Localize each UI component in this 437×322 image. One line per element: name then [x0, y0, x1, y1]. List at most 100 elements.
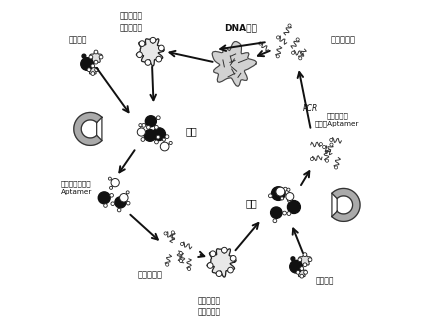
Circle shape — [334, 166, 338, 169]
Text: 免疫磁珠: 免疫磁珠 — [316, 276, 334, 285]
Circle shape — [115, 197, 126, 208]
Circle shape — [156, 135, 160, 139]
Circle shape — [296, 38, 299, 41]
Text: PCR: PCR — [303, 104, 318, 113]
Polygon shape — [88, 65, 97, 74]
Text: 免疫磁珠: 免疫磁珠 — [68, 36, 87, 45]
Polygon shape — [136, 39, 164, 66]
Text: 磁分离去不
结合的Aptamer: 磁分离去不 结合的Aptamer — [315, 112, 360, 127]
Circle shape — [160, 142, 169, 151]
Circle shape — [81, 58, 94, 70]
Circle shape — [286, 193, 294, 201]
Circle shape — [126, 191, 129, 194]
Circle shape — [108, 177, 111, 180]
Circle shape — [87, 68, 91, 71]
Circle shape — [288, 24, 291, 27]
Circle shape — [300, 267, 304, 270]
Circle shape — [230, 255, 236, 261]
Text: 磁分离去结合的
Aptamer: 磁分离去结合的 Aptamer — [61, 180, 93, 194]
Circle shape — [281, 197, 284, 200]
Circle shape — [303, 263, 307, 267]
Text: 负筛: 负筛 — [185, 126, 197, 136]
Circle shape — [329, 138, 333, 142]
Circle shape — [94, 60, 98, 64]
Circle shape — [146, 116, 156, 127]
Circle shape — [89, 55, 93, 59]
Circle shape — [156, 116, 160, 120]
Text: DNA文库: DNA文库 — [224, 23, 257, 32]
Circle shape — [155, 140, 158, 144]
Circle shape — [304, 270, 308, 274]
Circle shape — [110, 186, 113, 189]
Circle shape — [104, 204, 108, 207]
Circle shape — [277, 36, 280, 39]
Circle shape — [156, 56, 162, 62]
Circle shape — [330, 143, 333, 146]
Circle shape — [137, 128, 146, 136]
Polygon shape — [299, 253, 311, 265]
Polygon shape — [90, 51, 102, 62]
Circle shape — [137, 52, 142, 58]
Circle shape — [120, 194, 128, 202]
Circle shape — [139, 124, 142, 127]
Circle shape — [288, 198, 291, 202]
Circle shape — [228, 267, 233, 273]
Circle shape — [164, 232, 167, 235]
Polygon shape — [332, 188, 360, 222]
Circle shape — [326, 159, 329, 162]
Circle shape — [283, 187, 287, 191]
Circle shape — [91, 71, 95, 75]
Circle shape — [298, 57, 302, 60]
Polygon shape — [297, 267, 307, 277]
Text: 正筛: 正筛 — [246, 198, 257, 208]
Circle shape — [271, 187, 285, 200]
Circle shape — [271, 207, 282, 218]
Circle shape — [222, 247, 227, 253]
Circle shape — [154, 126, 158, 129]
Circle shape — [276, 55, 279, 58]
Circle shape — [216, 271, 222, 277]
Circle shape — [296, 270, 300, 274]
Circle shape — [323, 146, 326, 149]
Circle shape — [162, 138, 166, 141]
Circle shape — [145, 60, 151, 65]
Circle shape — [283, 211, 286, 215]
Circle shape — [111, 178, 119, 187]
Circle shape — [117, 208, 121, 212]
Circle shape — [146, 126, 150, 129]
Circle shape — [300, 274, 304, 278]
Polygon shape — [207, 249, 236, 277]
Circle shape — [276, 187, 285, 196]
Text: 正常细胞来
源胞外囊泡: 正常细胞来 源胞外囊泡 — [120, 12, 143, 32]
Circle shape — [187, 267, 191, 270]
Text: 收集上清液: 收集上清液 — [138, 270, 163, 279]
Circle shape — [169, 141, 172, 145]
Text: 肿瘾细胞来
源胞外囊泡: 肿瘾细胞来 源胞外囊泡 — [198, 297, 221, 317]
Circle shape — [98, 192, 110, 204]
Circle shape — [141, 137, 145, 141]
Circle shape — [165, 135, 169, 138]
Circle shape — [110, 194, 114, 197]
Circle shape — [171, 231, 174, 234]
Circle shape — [150, 37, 156, 43]
Circle shape — [111, 202, 114, 205]
Circle shape — [288, 201, 300, 213]
Circle shape — [291, 51, 295, 54]
Circle shape — [319, 143, 323, 146]
Circle shape — [303, 253, 307, 257]
Circle shape — [159, 45, 164, 51]
Circle shape — [179, 251, 182, 255]
Circle shape — [291, 257, 295, 260]
Polygon shape — [212, 42, 257, 86]
Text: 克隆和测序: 克隆和测序 — [331, 36, 356, 45]
Circle shape — [179, 259, 183, 262]
Circle shape — [298, 258, 302, 261]
Circle shape — [290, 260, 302, 273]
Circle shape — [166, 263, 169, 266]
Circle shape — [99, 55, 103, 59]
Circle shape — [144, 129, 156, 141]
Circle shape — [142, 123, 146, 127]
Circle shape — [126, 201, 130, 205]
Circle shape — [259, 42, 262, 45]
Circle shape — [94, 50, 98, 54]
